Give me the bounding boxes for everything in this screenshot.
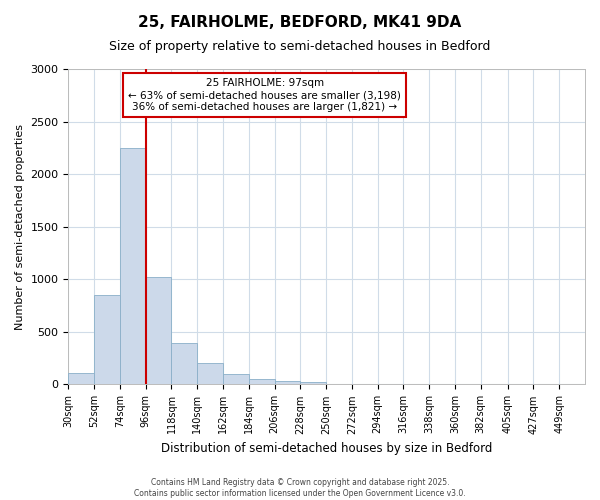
Bar bbox=[146, 277, 172, 384]
Bar bbox=[301, 382, 326, 384]
Text: Contains HM Land Registry data © Crown copyright and database right 2025.
Contai: Contains HM Land Registry data © Crown c… bbox=[134, 478, 466, 498]
Bar bbox=[223, 374, 249, 384]
Bar bbox=[172, 343, 197, 384]
Text: Size of property relative to semi-detached houses in Bedford: Size of property relative to semi-detach… bbox=[109, 40, 491, 53]
Bar bbox=[94, 295, 120, 384]
Bar bbox=[197, 364, 223, 384]
Bar bbox=[120, 148, 146, 384]
Text: 25 FAIRHOLME: 97sqm
← 63% of semi-detached houses are smaller (3,198)
36% of sem: 25 FAIRHOLME: 97sqm ← 63% of semi-detach… bbox=[128, 78, 401, 112]
Bar bbox=[275, 382, 301, 384]
Text: 25, FAIRHOLME, BEDFORD, MK41 9DA: 25, FAIRHOLME, BEDFORD, MK41 9DA bbox=[139, 15, 461, 30]
Bar bbox=[249, 378, 275, 384]
X-axis label: Distribution of semi-detached houses by size in Bedford: Distribution of semi-detached houses by … bbox=[161, 442, 493, 455]
Bar bbox=[68, 374, 94, 384]
Y-axis label: Number of semi-detached properties: Number of semi-detached properties bbox=[15, 124, 25, 330]
